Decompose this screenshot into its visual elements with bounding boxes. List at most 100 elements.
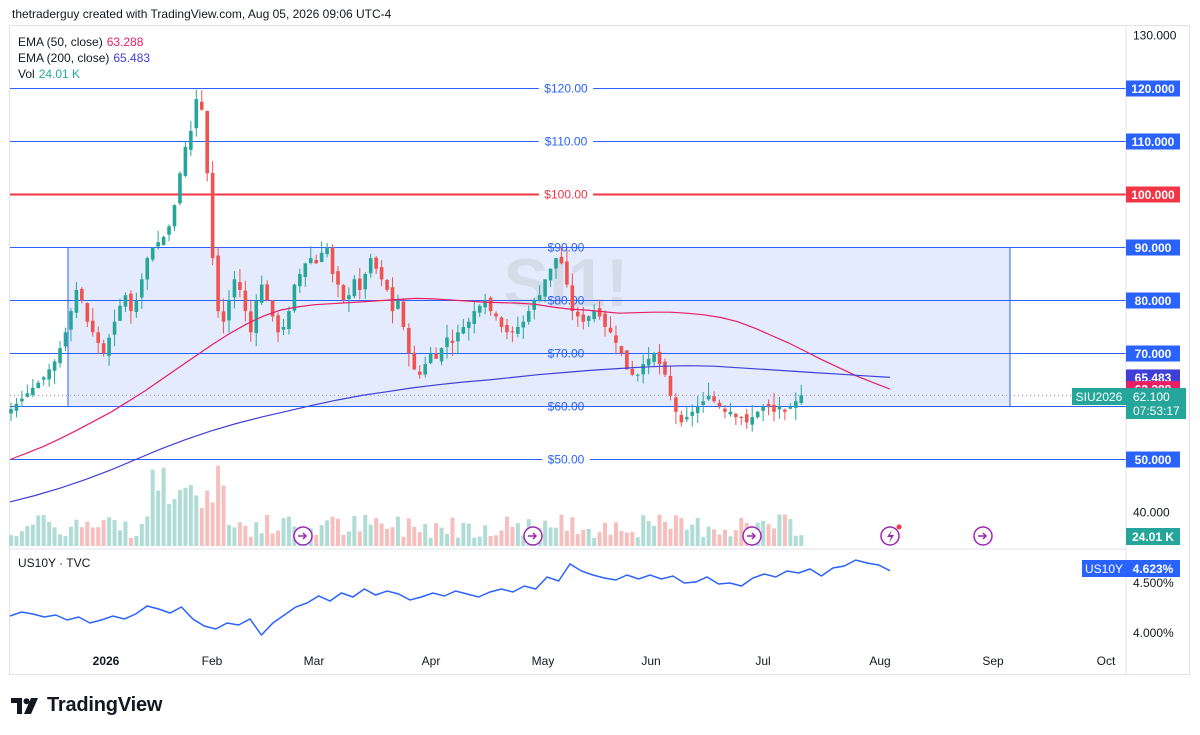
time-axis-tick: Mar (304, 654, 325, 668)
price-badge (1126, 186, 1180, 203)
volume-bar (101, 520, 106, 546)
candle-body (445, 337, 449, 348)
candle-body (178, 173, 182, 204)
volume-bar (286, 516, 291, 546)
candle-body (140, 279, 144, 298)
us10y-value-badge (1126, 560, 1180, 577)
event-arrow (298, 532, 308, 540)
candle-body (298, 274, 302, 287)
ema200-legend[interactable]: EMA (200, close) 65.483 (18, 50, 150, 66)
candle-body (145, 258, 150, 280)
candle-body (90, 320, 95, 333)
range-box (67, 247, 1011, 407)
lightning-icon (887, 530, 894, 543)
line-label-bg (538, 133, 594, 149)
candle-body (488, 297, 493, 312)
candle-body (221, 311, 226, 322)
volume-bar (684, 529, 689, 546)
volume-bar (712, 529, 717, 546)
candle-body (706, 395, 711, 400)
candle-body (281, 327, 286, 330)
earnings-event-icon (880, 524, 902, 546)
us10y-title: US10Y · TVC (18, 556, 91, 570)
tradingview-logo[interactable]: TradingView (11, 694, 162, 717)
volume-bar (319, 525, 324, 546)
candle-body (772, 404, 776, 412)
volume-bar (586, 528, 591, 546)
candle-body (407, 327, 411, 354)
volume-bar (581, 529, 586, 546)
volume-bar (635, 537, 640, 546)
candle-body (25, 393, 30, 397)
candle-body (570, 285, 575, 312)
candle-body (548, 268, 553, 281)
economic-event-icon (293, 526, 313, 546)
candle-body (592, 311, 596, 320)
us10y-legend[interactable]: US10Y · TVC (18, 556, 90, 570)
volume-bar (701, 536, 706, 546)
tradingview-wordmark: TradingView (47, 694, 163, 716)
candle-body (107, 337, 111, 356)
candle-body (526, 311, 531, 322)
candle-body (303, 263, 308, 278)
volume-badge (1126, 528, 1180, 545)
volume-bar (575, 533, 580, 546)
volume-bar (515, 523, 520, 546)
volume-bar (450, 517, 455, 546)
candle-body (308, 258, 313, 264)
price-axis-tick: 40.000 (1133, 506, 1170, 520)
volume-bar (472, 537, 477, 546)
candle-body (379, 267, 384, 280)
candle-body (554, 258, 558, 269)
volume-bar (777, 514, 782, 546)
candle-body (194, 99, 199, 129)
volume-bar (739, 517, 744, 546)
volume-bar (123, 521, 128, 546)
volume-bar (194, 495, 199, 546)
volume-bar (722, 529, 727, 546)
candle-body (36, 382, 41, 389)
ema50-legend[interactable]: EMA (50, close) 63.288 (18, 34, 150, 50)
tradingview-logo-icon (11, 697, 38, 714)
ema200-label: EMA (200, close) (18, 51, 110, 65)
candle-body (63, 332, 68, 347)
event-arrow (747, 532, 757, 540)
candle-body (663, 361, 667, 375)
candle-body (31, 387, 35, 395)
volume-bar (385, 528, 390, 546)
volume-bar (210, 502, 215, 546)
candle-body (734, 413, 738, 418)
candle-body (434, 353, 438, 359)
volume-bar (466, 523, 471, 546)
candle-body (58, 348, 62, 364)
candle-body (428, 353, 433, 364)
volume-bar (461, 522, 466, 546)
volume-legend[interactable]: Vol 24.01 K (18, 66, 150, 82)
candle-body (205, 110, 209, 174)
sub-axis-tick: 4.000% (1133, 626, 1174, 640)
volume-bar (281, 518, 286, 546)
time-axis-tick: Jul (755, 654, 770, 668)
candle-body (614, 335, 618, 343)
volume-bar (30, 524, 35, 546)
volume-bar (47, 521, 52, 546)
ema200-line (9, 365, 891, 503)
candle-body (777, 406, 782, 410)
ema50-line (9, 297, 891, 461)
candle-body (766, 404, 771, 407)
candle-body (717, 402, 722, 407)
time-axis-tick: Feb (202, 654, 223, 668)
volume-bar (139, 523, 144, 546)
volume-bar (85, 521, 90, 546)
volume-bar (483, 525, 488, 546)
volume-bar (668, 528, 673, 546)
volume-label: Vol (18, 67, 35, 81)
volume-bar (36, 515, 41, 546)
volume-badge-text: 24.01 K (1132, 530, 1174, 544)
volume-bar (439, 527, 444, 546)
candle-body (565, 261, 569, 285)
volume-bar (25, 526, 30, 546)
volume-bar (352, 515, 357, 546)
time-axis-tick: 2026 (93, 654, 120, 668)
